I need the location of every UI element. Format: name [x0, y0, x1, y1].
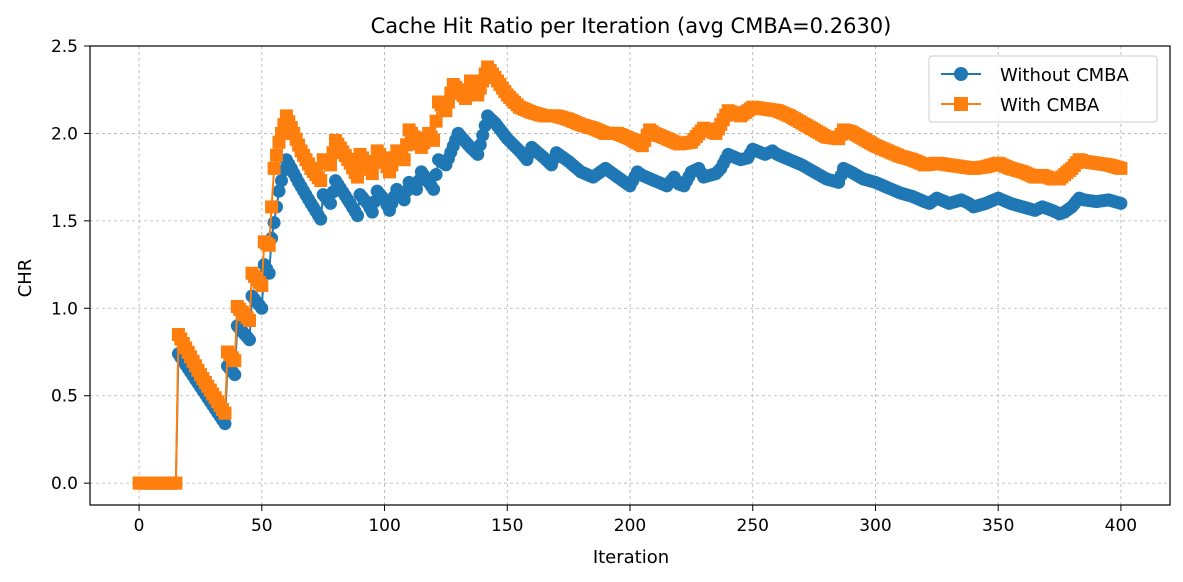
- data-point: [218, 417, 232, 431]
- data-point: [255, 301, 269, 315]
- data-point: [262, 266, 276, 280]
- ticks: 0 50 100 150 200 250 300 350 400 0.0 0.5 1.0 1.5 2.0 2…: [51, 37, 1137, 536]
- y-axis-label: CHR: [15, 259, 36, 298]
- y-tick-label: 1.0: [51, 299, 78, 319]
- series-with-cmba: [132, 60, 1128, 490]
- data-point: [218, 406, 232, 420]
- data-point: [228, 354, 242, 368]
- data-point: [267, 161, 281, 175]
- legend-box: [928, 55, 1158, 123]
- data-point: [1114, 196, 1128, 210]
- legend-label-with-cmba: With CMBA: [1000, 95, 1100, 116]
- data-point: [427, 133, 441, 147]
- x-tick-label: 250: [737, 516, 769, 536]
- x-tick-label: 300: [859, 516, 891, 536]
- data-point: [429, 114, 443, 128]
- data-point: [429, 168, 443, 181]
- data-point: [427, 182, 441, 196]
- data-point: [228, 368, 242, 382]
- data-point: [1114, 161, 1128, 175]
- data-point: [272, 184, 286, 198]
- data-point: [324, 196, 337, 210]
- data-point: [314, 174, 328, 188]
- x-tick-label: 350: [982, 516, 1014, 536]
- legend-label-without-cmba: Without CMBA: [1000, 65, 1130, 86]
- data-point: [365, 205, 379, 219]
- x-tick-label: 0: [134, 516, 145, 536]
- series-layer: [132, 60, 1128, 490]
- data-point: [265, 200, 279, 214]
- data-point: [275, 174, 288, 188]
- y-tick-label: 0.5: [51, 387, 78, 407]
- y-tick-label: 1.5: [51, 212, 78, 232]
- y-tick-label: 2.0: [51, 124, 78, 144]
- data-point: [169, 476, 183, 490]
- data-point: [262, 238, 276, 252]
- x-tick-label: 400: [1105, 516, 1137, 536]
- data-point: [397, 153, 411, 167]
- data-point: [243, 314, 256, 327]
- x-tick-label: 200: [614, 516, 646, 536]
- data-point: [351, 170, 364, 184]
- x-tick-label: 100: [368, 516, 400, 536]
- legend-marker-with-cmba: [954, 97, 968, 111]
- data-point: [314, 212, 328, 226]
- x-tick-label: 50: [251, 516, 273, 536]
- legend: Without CMBA With CMBA: [928, 55, 1158, 123]
- chart-title: Cache Hit Ratio per Iteration (avg CMBA=…: [371, 14, 892, 38]
- data-point: [270, 148, 283, 162]
- legend-marker-without-cmba: [954, 67, 968, 81]
- x-tick-label: 150: [491, 516, 523, 536]
- y-tick-label: 2.5: [51, 37, 78, 57]
- data-point: [324, 158, 337, 172]
- x-axis-label: Iteration: [593, 547, 669, 568]
- data-point: [255, 279, 269, 293]
- data-point: [365, 167, 379, 181]
- data-point: [243, 333, 256, 347]
- data-point: [351, 209, 364, 223]
- y-tick-label: 0.0: [51, 474, 78, 494]
